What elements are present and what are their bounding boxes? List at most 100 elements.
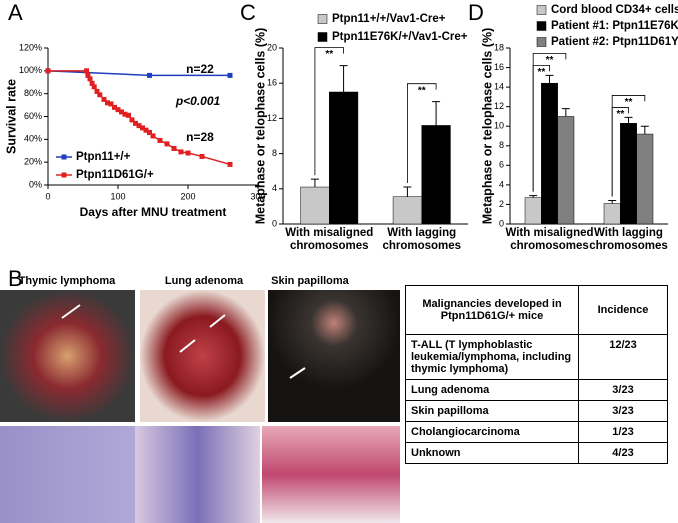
header-cell: Malignancies developed in Ptpn11D61G/+ m… (405, 285, 579, 335)
cell: Skin papilloma (405, 400, 579, 422)
y-tick-label: 40% (24, 134, 42, 144)
photo-title: Thymic lymphoma (19, 275, 116, 287)
legend-marker (61, 154, 67, 160)
cell: Unknown (405, 442, 579, 464)
significance-bracket (314, 47, 344, 176)
y-tick-label: 4 (272, 183, 277, 193)
significance-label: ** (325, 49, 333, 60)
point (133, 120, 138, 126)
point (105, 100, 110, 106)
significance-label: ** (418, 85, 426, 96)
annotation: p<0.001 (175, 94, 221, 108)
photo (140, 290, 265, 422)
point (101, 96, 107, 102)
point (164, 141, 170, 147)
x-tick-label: 100 (110, 191, 125, 201)
y-tick-label: 100% (19, 65, 42, 75)
x-tick-label: With lagging chromosomes (382, 227, 462, 252)
photo (268, 290, 400, 422)
bar (329, 91, 359, 225)
y-tick-label: 12 (267, 113, 277, 123)
bar (421, 125, 451, 225)
cell: T-ALL (T lymphoblastic leukemia/lymphoma… (405, 334, 579, 380)
y-tick-label: 18 (494, 42, 504, 52)
point (122, 111, 128, 117)
point (143, 127, 149, 133)
cell: 3/23 (578, 379, 668, 401)
point (140, 125, 145, 131)
legend-swatch (317, 14, 328, 24)
cell: 3/23 (578, 400, 668, 422)
y-tick-label: 60% (24, 111, 42, 121)
bar (300, 186, 330, 225)
point (178, 149, 184, 155)
point (129, 117, 135, 123)
y-axis-label: Survival rate (4, 79, 18, 154)
error-bar (310, 178, 319, 188)
x-tick-label-box: With lagging chromosomes (382, 227, 462, 252)
significance-label: ** (625, 97, 633, 108)
y-tick-label: 20% (24, 157, 42, 167)
panel-label: A (8, 0, 23, 25)
y-tick-label: 80% (24, 88, 42, 98)
point (147, 129, 152, 135)
point (115, 107, 121, 113)
y-tick-label: 8 (499, 140, 504, 150)
y-tick-label: 0 (272, 218, 277, 228)
panel-label: B (8, 266, 23, 291)
y-axis-label: Metaphase or telophase cells (%) (253, 28, 267, 225)
point (157, 137, 163, 143)
photo (0, 290, 135, 422)
y-tick-label: 0 (499, 218, 504, 228)
error-bar (561, 108, 570, 117)
y-tick-label: 2 (499, 199, 504, 209)
significance-bracket (407, 83, 437, 184)
point (89, 80, 95, 86)
photo-title: Lung adenoma (165, 275, 244, 287)
point (185, 150, 191, 156)
point (97, 92, 103, 98)
point (87, 76, 93, 82)
bar (636, 133, 654, 225)
point (227, 72, 233, 78)
point (119, 109, 124, 115)
legend-label: Ptpn11+/+/Vav1-Cre+ (332, 13, 446, 25)
bar (524, 197, 542, 225)
panel-label: D (468, 0, 484, 25)
x-tick-label-box: With misaligned chromosomes (285, 227, 373, 252)
histology (0, 426, 135, 523)
legend-label: Cord blood CD34+ cells (551, 4, 678, 16)
cell: 1/23 (578, 421, 668, 443)
bar (603, 203, 621, 225)
histology (262, 426, 400, 523)
x-tick-label: With lagging chromosomes (589, 227, 668, 252)
y-tick-label: 20 (267, 42, 277, 52)
point (150, 133, 156, 139)
header-cell: Incidence (578, 285, 668, 335)
photo-title: Skin papilloma (271, 275, 350, 287)
y-tick-label: 120% (19, 42, 42, 52)
legend-label: Ptpn11+/+ (76, 151, 131, 163)
legend-swatch (536, 5, 547, 15)
point (227, 161, 233, 167)
error-bar (545, 74, 554, 84)
panel-label: C (240, 0, 256, 25)
x-tick-label-box: With lagging chromosomes (589, 227, 668, 252)
annotation: n=22 (186, 62, 214, 76)
legend-swatch (317, 32, 328, 42)
y-tick-label: 16 (267, 78, 277, 88)
point (126, 112, 131, 118)
legend-label: Patient #2: Ptpn11D61Y/+ (551, 36, 678, 48)
bar (620, 123, 637, 225)
y-tick-label: 6 (499, 160, 504, 170)
legend-label: Ptpn11E76K/+/Vav1-Cre+ (332, 31, 468, 43)
x-tick-label-box: With misaligned chromosomes (505, 227, 593, 252)
arrows (61, 304, 306, 379)
histology (135, 426, 260, 523)
cell: 12/23 (578, 334, 668, 380)
significance-bracket (532, 52, 567, 192)
annotation: n=28 (186, 130, 214, 144)
error-bar (640, 125, 649, 135)
